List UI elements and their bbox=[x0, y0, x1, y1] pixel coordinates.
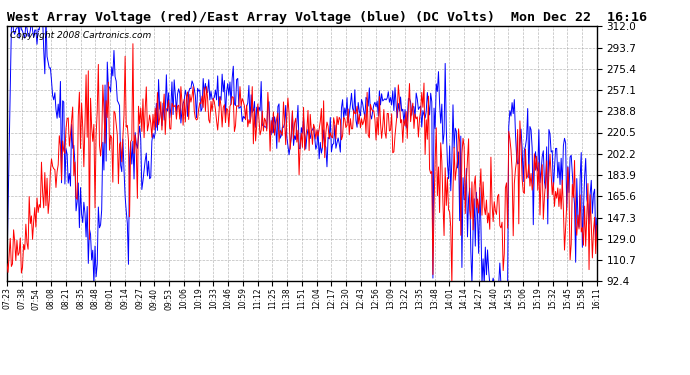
Text: West Array Voltage (red)/East Array Voltage (blue) (DC Volts)  Mon Dec 22  16:16: West Array Voltage (red)/East Array Volt… bbox=[7, 11, 647, 24]
Text: Copyright 2008 Cartronics.com: Copyright 2008 Cartronics.com bbox=[10, 32, 151, 40]
